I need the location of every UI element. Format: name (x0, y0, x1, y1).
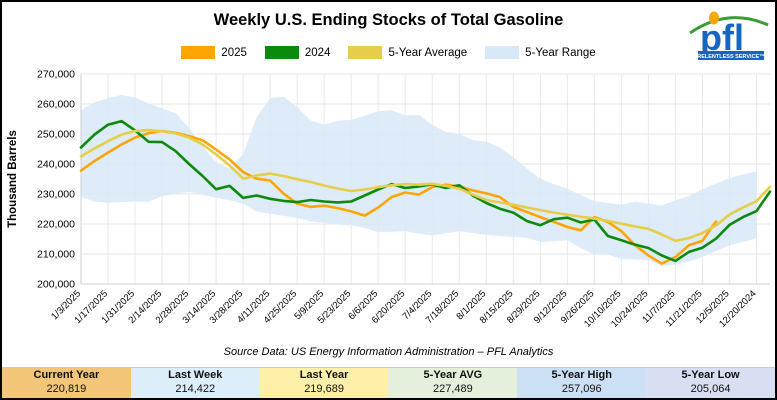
stat-5yr-high-label: 5-Year High (551, 369, 612, 382)
stat-current-year-label: Current Year (33, 369, 100, 382)
stat-last-year-value: 219,689 (304, 383, 344, 395)
range-band-polygon (81, 95, 757, 266)
stocks-chart: 200,000 210,000 220,000 230,000 240,000 250,0… (7, 69, 772, 330)
logo-dot-icon (709, 11, 719, 25)
stat-5yr-low-value: 205,064 (690, 383, 731, 395)
source-note: Source Data: US Energy Information Admin… (223, 346, 554, 358)
legend-item-2024: 2024 (264, 46, 331, 59)
stat-5yr-avg-value: 227,489 (433, 383, 473, 395)
stat-last-year: Last Year 219,689 (259, 368, 389, 398)
stat-5yr-low-label: 5-Year Low (681, 369, 740, 382)
legend-label-5yr-average: 5-Year Average (388, 46, 468, 59)
stat-last-week: Last Week 214,422 (130, 368, 260, 398)
legend-label-2024: 2024 (304, 46, 331, 59)
series-lines (79, 119, 772, 265)
stat-5yr-avg: 5-Year AVG 227,489 (388, 368, 518, 398)
stat-last-year-label: Last Year (299, 369, 349, 382)
y-axis-title: Thousand Barrels (7, 130, 19, 228)
legend-swatch-2025 (181, 46, 216, 59)
stat-current-year-value: 220,819 (46, 383, 87, 395)
legend-swatch-5yr-average (348, 46, 383, 59)
x-axis-labels: 1/3/20251/17/20251/31/20252/14/20252/28/… (49, 288, 758, 329)
stat-current-year: Current Year 220,819 (2, 368, 131, 398)
logo-banner (698, 51, 764, 60)
stat-5yr-high: 5-Year High 257,096 (517, 368, 647, 398)
svg-text:250,000: 250,000 (37, 129, 75, 141)
legend-label-5yr-range: 5-Year Range (525, 46, 596, 59)
stat-last-week-value: 214,422 (175, 383, 216, 395)
y-axis-labels: 200,000 210,000 220,000 230,000 240,000 250,0… (37, 69, 75, 291)
stat-last-week-label: Last Week (168, 369, 223, 382)
svg-text:240,000: 240,000 (37, 159, 75, 171)
logo-arc (689, 16, 769, 35)
chart-legend: 2025 2024 5-Year Average 5-Year Range (2, 46, 775, 59)
legend-item-2025: 2025 (181, 46, 247, 59)
legend-item-5yr-average: 5-Year Average (348, 46, 467, 59)
legend-swatch-2024 (264, 46, 299, 59)
stat-5yr-high-value: 257,096 (561, 383, 602, 395)
svg-text:210,000: 210,000 (37, 249, 75, 261)
legend-label-2025: 2025 (221, 46, 247, 59)
stats-bar: Current Year 220,819 Last Week 214,422 L… (2, 367, 775, 398)
pfl-logo: pfl RELENTLESS SERVICE™ (689, 11, 769, 60)
svg-text:220,000: 220,000 (37, 219, 75, 231)
legend-item-5yr-range: 5-Year Range (485, 46, 596, 59)
series-line-5-year-average (79, 128, 772, 243)
stat-5yr-low: 5-Year Low 205,064 (646, 368, 775, 398)
logo-tagline: RELENTLESS SERVICE™ (697, 54, 764, 60)
svg-text:260,000: 260,000 (37, 99, 75, 111)
svg-text:270,000: 270,000 (37, 69, 75, 81)
page-title: Weekly U.S. Ending Stocks of Total Gasol… (213, 11, 564, 29)
range-band-area (81, 95, 757, 266)
axis-lines (80, 74, 770, 285)
legend-swatch-5yr-range (485, 46, 520, 59)
svg-text:200,000: 200,000 (37, 279, 75, 291)
svg-text:230,000: 230,000 (37, 189, 75, 201)
stat-5yr-avg-label: 5-Year AVG (423, 369, 483, 382)
